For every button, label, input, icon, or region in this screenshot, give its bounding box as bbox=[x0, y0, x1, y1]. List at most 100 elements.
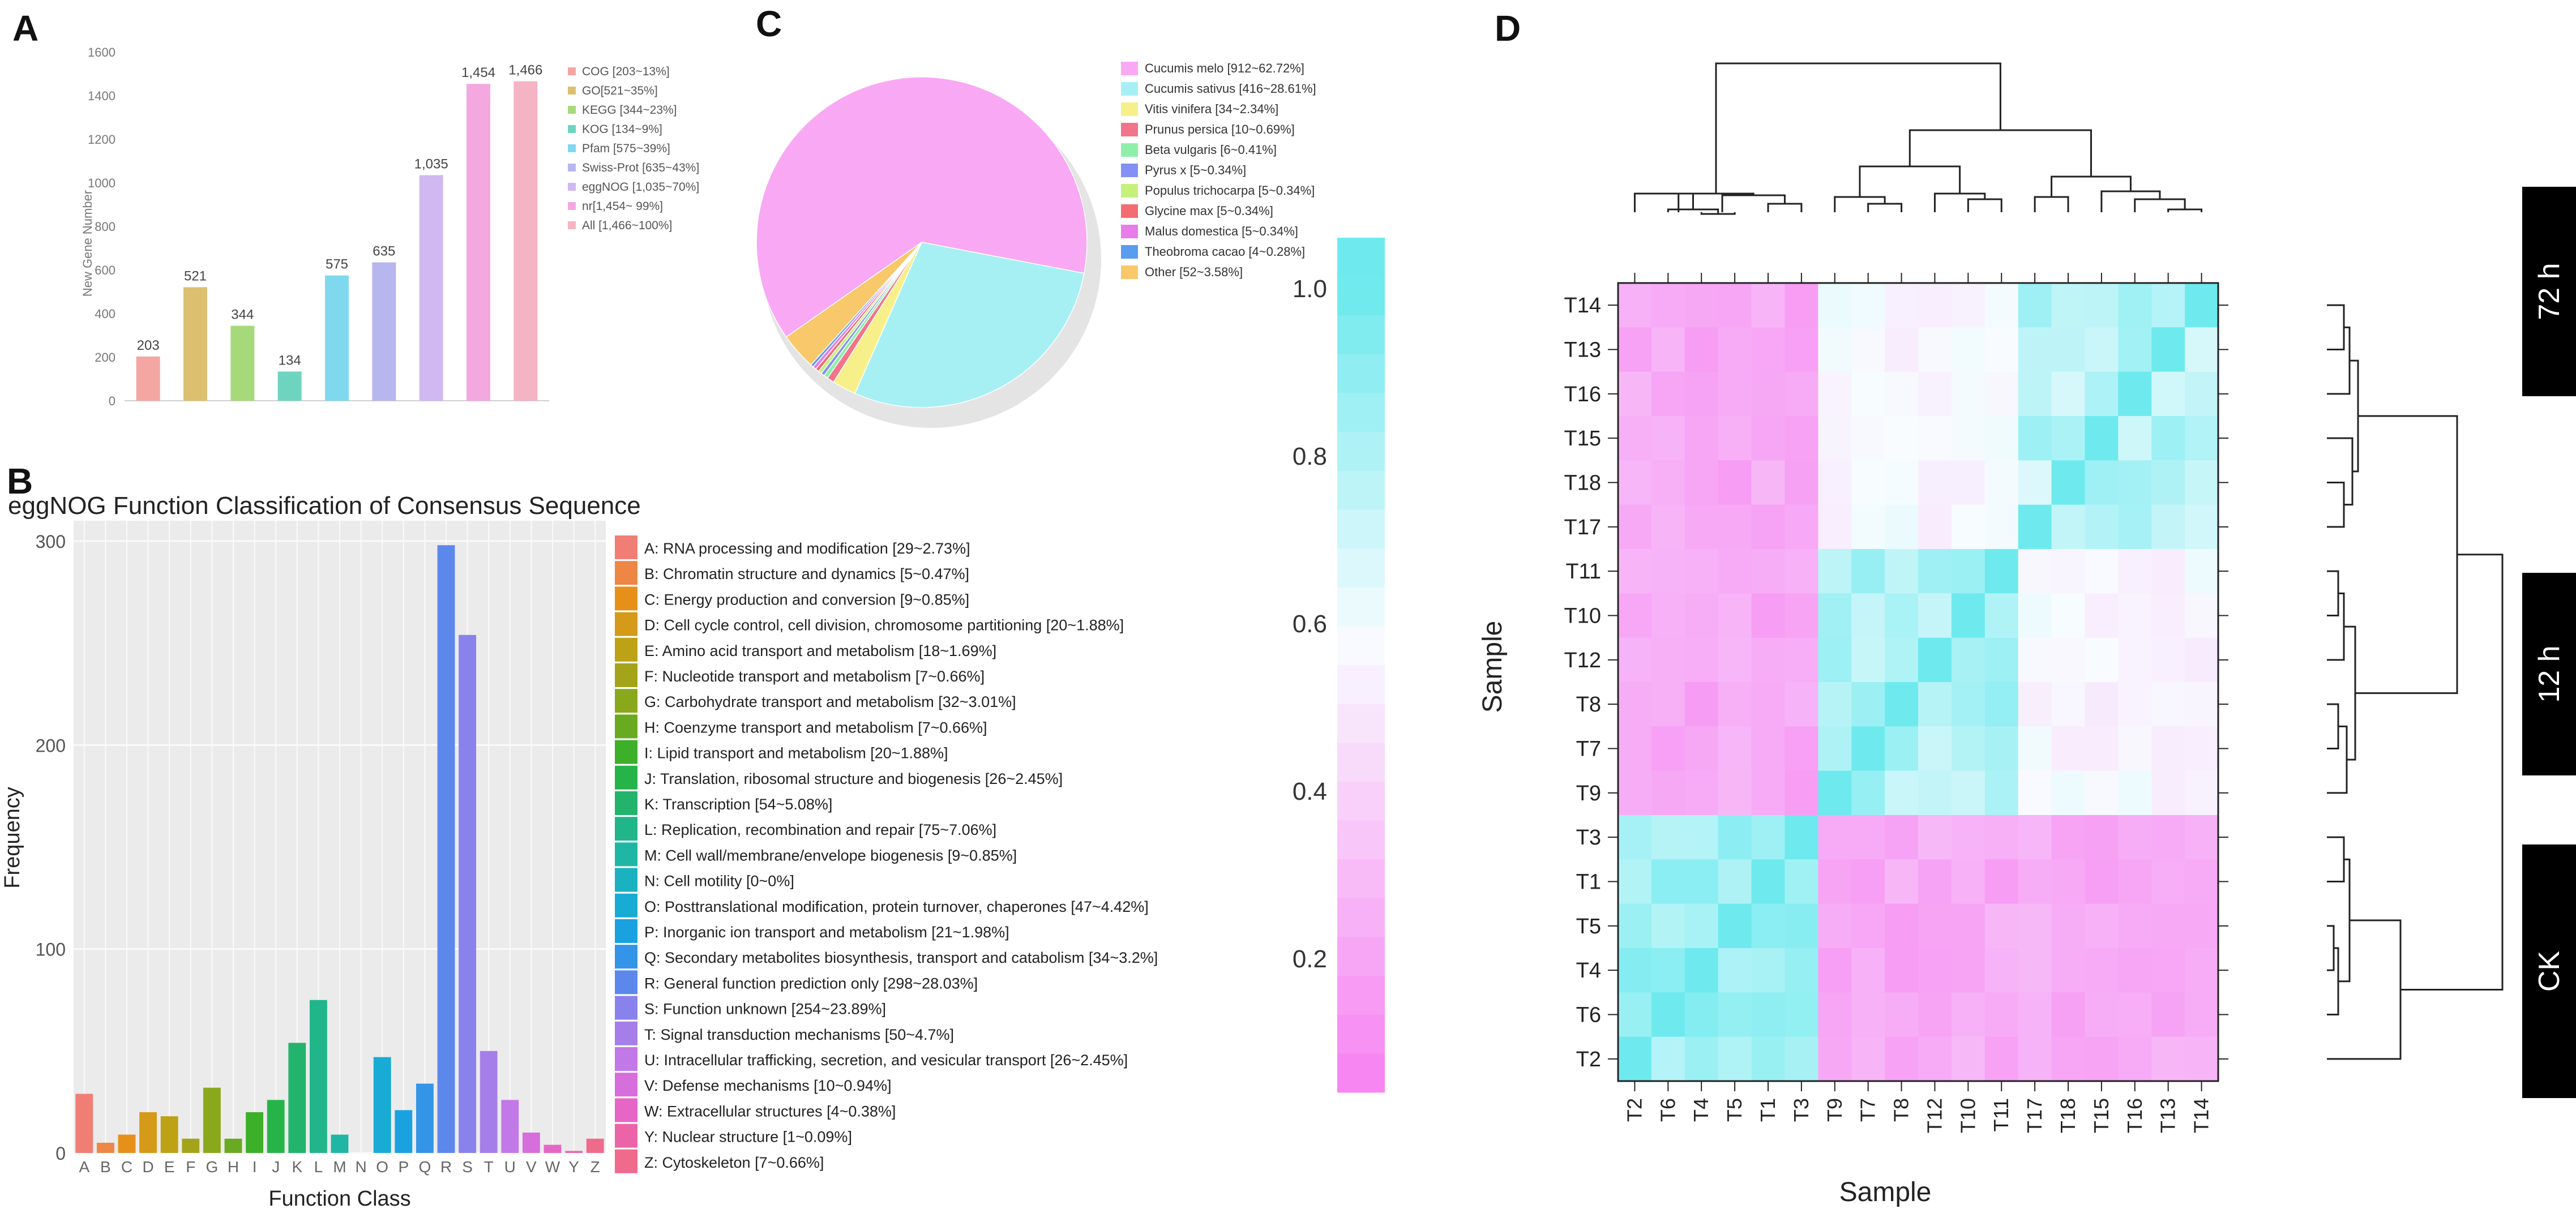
panel-d-cell bbox=[2018, 416, 2052, 461]
panel-a-y-axis: 0 200 400 600 800 1000 1200 1400 1600 bbox=[88, 45, 549, 408]
panel-d-cell bbox=[1618, 637, 1652, 683]
panel-d-cell bbox=[1851, 549, 1885, 594]
panel-d-cell bbox=[1984, 549, 2019, 594]
panel-d-cell bbox=[1785, 371, 1818, 417]
panel-d-cell bbox=[1984, 726, 2019, 771]
panel-d-cell bbox=[1618, 327, 1652, 372]
panel-d-cell bbox=[1851, 1036, 1885, 1082]
panel-d-cell bbox=[1651, 1036, 1685, 1082]
panel-d-cell bbox=[1818, 504, 1852, 550]
panel-d-cell bbox=[2018, 637, 2052, 683]
panel-d-cell bbox=[1818, 682, 1852, 727]
panel-d-cell bbox=[1951, 504, 1986, 550]
panel-b-legend-entry: S: Function unknown [254~23.89%] bbox=[644, 1001, 886, 1018]
panel-b-legend-swatch bbox=[615, 663, 637, 687]
panel-b-legend-swatch bbox=[615, 919, 637, 943]
panel-c-slice-cucumis-sativus bbox=[854, 242, 1085, 408]
panel-d-cell bbox=[1785, 815, 1818, 860]
panel-d-row-dendrogram-link bbox=[2327, 437, 2354, 506]
panel-d-cell bbox=[1751, 460, 1786, 505]
panel-d-cell bbox=[1751, 682, 1786, 727]
panel-b-legend-entry: Q: Secondary metabolites biosynthesis, t… bbox=[644, 949, 1158, 966]
panel-d-cell bbox=[1785, 682, 1818, 727]
panel-d-cell bbox=[1785, 948, 1818, 993]
panel-d-cell bbox=[1851, 327, 1885, 372]
panel-d-cell bbox=[1951, 593, 1986, 638]
panel-d-cell bbox=[1851, 992, 1885, 1037]
panel-b-bar-q bbox=[416, 1083, 434, 1153]
panel-d-colorbar-step bbox=[1337, 587, 1385, 627]
panel-d-cell bbox=[1951, 859, 1986, 904]
panel-b-legend-entry: K: Transcription [54~5.08%] bbox=[644, 796, 832, 813]
panel-a-y-tick-label: 1000 bbox=[88, 176, 115, 190]
panel-a-y-tick-label: 600 bbox=[95, 263, 115, 277]
panel-d-x-tick-label: T11 bbox=[1989, 1098, 2013, 1131]
panel-d-cell bbox=[2185, 371, 2219, 417]
panel-d-cell bbox=[1785, 992, 1818, 1037]
panel-d-cell bbox=[1951, 948, 1986, 993]
panel-a-legend-swatch bbox=[568, 221, 576, 229]
panel-a-legend: COG [203~13%] GO[521~35%] KEGG [344~23%] KO… bbox=[568, 65, 699, 232]
panel-d-row-dendrogram-link bbox=[2327, 326, 2351, 395]
panel-b-legend-entry: U: Intracellular trafficking, secretion,… bbox=[644, 1052, 1128, 1069]
panel-d-column-dendrogram-link bbox=[1967, 198, 2002, 212]
panel-d-cell bbox=[2018, 460, 2052, 505]
panel-d-row-dendrogram bbox=[2327, 304, 2504, 1060]
panel-d-cell bbox=[2151, 992, 2185, 1037]
panel-d-cell bbox=[2151, 770, 2185, 816]
panel-d-cell bbox=[1984, 1036, 2019, 1082]
panel-c-legend-entry: Populus trichocarpa [5~0.34%] bbox=[1145, 183, 1315, 198]
panel-b-y-axis-label: Frequency bbox=[1, 787, 24, 889]
panel-d-cell bbox=[1851, 283, 1885, 328]
panel-d-cell bbox=[1984, 460, 2019, 505]
panel-d-cell bbox=[2051, 371, 2086, 417]
panel-b-legend-swatch bbox=[615, 637, 637, 662]
panel-a-legend-swatch bbox=[568, 183, 576, 191]
panel-c-legend-entry: Glycine max [5~0.34%] bbox=[1145, 204, 1273, 218]
panel-d-x-tick-label: T15 bbox=[2090, 1098, 2113, 1133]
panel-d-cell bbox=[2018, 1036, 2052, 1082]
panel-d-colorbar-tick-label: 0.8 bbox=[1293, 443, 1327, 470]
panel-d-cell bbox=[2185, 726, 2219, 771]
panel-d-cell bbox=[2118, 859, 2152, 904]
panel-d-cell bbox=[1751, 948, 1786, 993]
panel-d-heatmap-cells bbox=[1618, 283, 2219, 1082]
panel-d-y-tick-label: T8 bbox=[1576, 693, 1601, 717]
panel-b-legend-entry: L: Replication, recombination and repair… bbox=[644, 821, 996, 838]
panel-d-cell bbox=[2118, 992, 2152, 1037]
panel-d-cell bbox=[1618, 815, 1652, 860]
panel-d-cell bbox=[2185, 283, 2219, 328]
panel-d-column-dendrogram bbox=[1633, 62, 2203, 215]
panel-b-x-tick-label: G bbox=[206, 1158, 219, 1176]
panel-d-cell bbox=[2185, 637, 2219, 683]
panel-b-x-tick-label: S bbox=[462, 1158, 473, 1176]
panel-d-cell bbox=[1618, 416, 1652, 461]
panel-d-cell bbox=[1984, 992, 2019, 1037]
panel-d-row-dendrogram-link bbox=[2327, 703, 2339, 749]
panel-d-column-dendrogram-link bbox=[2034, 196, 2069, 212]
panel-a-bar-all bbox=[514, 81, 538, 401]
panel-d-cell bbox=[1718, 416, 1752, 461]
panel-d-y-tick-label: T10 bbox=[1564, 604, 1601, 628]
panel-d-cell bbox=[2085, 859, 2119, 904]
panel-c-legend-swatch bbox=[1121, 184, 1138, 198]
panel-b-legend-swatch bbox=[615, 740, 637, 764]
panel-d-column-dendrogram-link bbox=[2167, 208, 2203, 212]
panel-d-cell bbox=[1651, 460, 1685, 505]
panel-d-cell bbox=[1818, 948, 1852, 993]
panel-d-cell bbox=[1918, 416, 1952, 461]
panel-d-cell bbox=[1918, 859, 1952, 904]
panel-b-legend-entry: N: Cell motility [0~0%] bbox=[644, 873, 794, 890]
panel-d-cell bbox=[1918, 327, 1952, 372]
panel-d-cell bbox=[1918, 903, 1952, 949]
panel-d-cell bbox=[1851, 859, 1885, 904]
panel-b-bar-v bbox=[522, 1132, 540, 1153]
panel-d-cell bbox=[1651, 903, 1685, 949]
panel-d-cell bbox=[1984, 504, 2019, 550]
panel-d-cell bbox=[2185, 992, 2219, 1037]
panel-d-cell bbox=[2118, 283, 2152, 328]
panel-d-cell bbox=[1684, 1036, 1719, 1082]
panel-d-cell bbox=[1718, 992, 1752, 1037]
panel-d-cell bbox=[1818, 770, 1852, 816]
